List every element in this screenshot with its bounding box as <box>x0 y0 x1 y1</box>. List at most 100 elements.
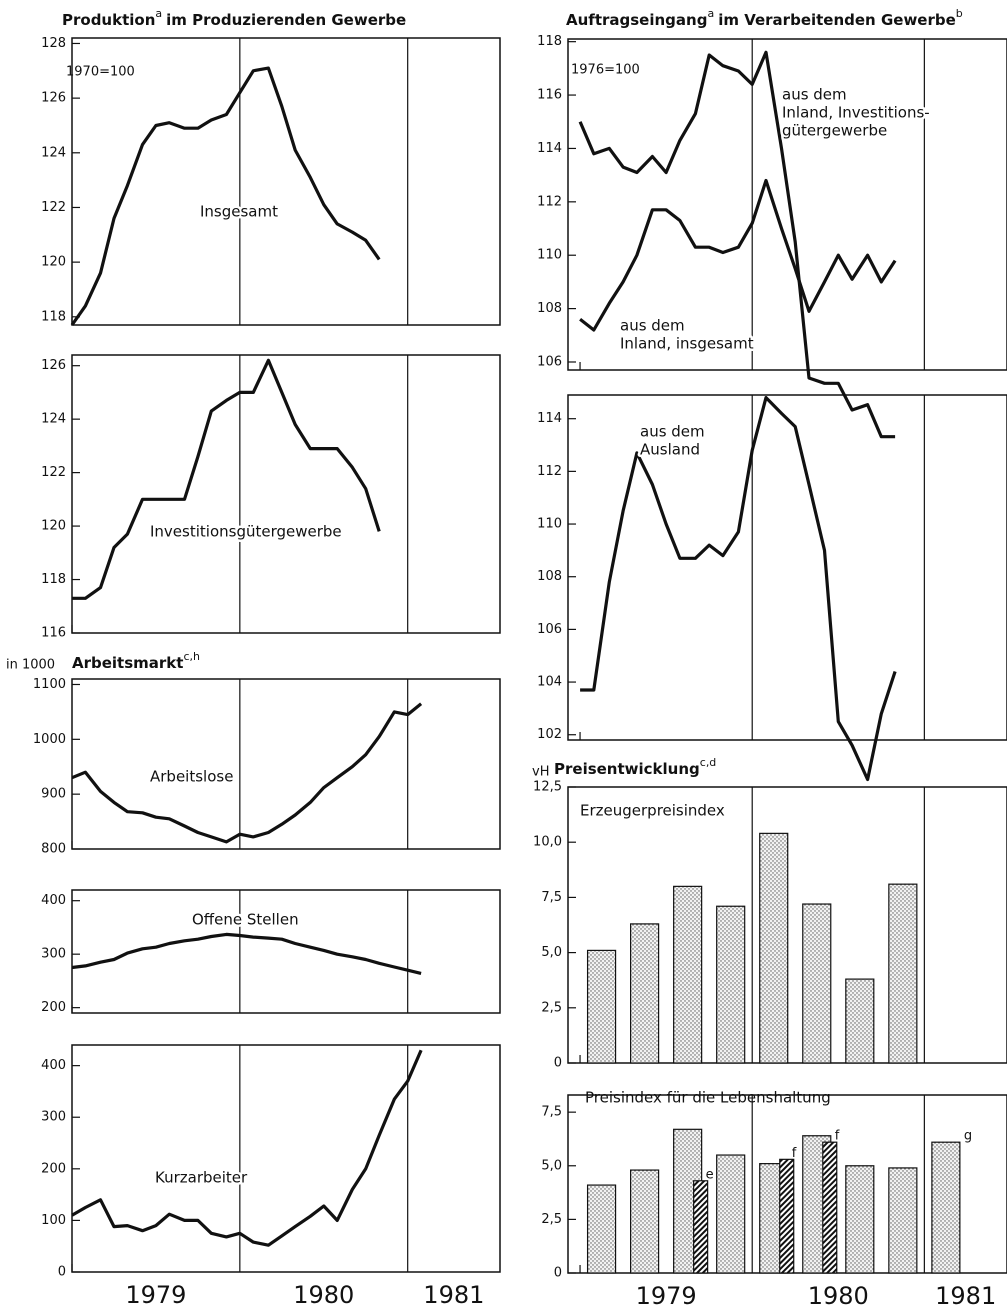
y-tick-label: 128 <box>41 36 66 51</box>
panel-frame <box>71 1044 501 1273</box>
chart-title: Arbeitsmarktc,h <box>72 650 200 672</box>
bar <box>586 1184 617 1274</box>
bar <box>716 905 746 1064</box>
data-line <box>71 702 423 844</box>
footnote-marker: e <box>706 1167 714 1182</box>
y-tick-label: 126 <box>41 358 66 373</box>
unit-label: in 1000 <box>6 658 55 673</box>
series-label: Inland, Investitions- <box>782 104 930 122</box>
bar <box>673 885 703 1064</box>
series-label: Investitionsgütergewerbe <box>150 523 342 541</box>
y-tick-label: 118 <box>41 572 66 587</box>
unit-label: 1976=100 <box>571 63 640 78</box>
panel-frame <box>567 394 1007 741</box>
y-tick-label: 800 <box>41 842 66 857</box>
y-tick-label: 120 <box>41 255 66 270</box>
bar <box>931 1141 961 1274</box>
title-superscript: c,h <box>183 650 200 663</box>
bar <box>759 832 789 1064</box>
y-tick-label: 116 <box>41 626 66 641</box>
panel-frame <box>71 678 501 850</box>
y-tick-label: 110 <box>537 248 562 263</box>
y-tick-label: 2,5 <box>541 1212 562 1227</box>
y-tick-label: 104 <box>537 675 562 690</box>
y-tick-label: 114 <box>537 411 562 426</box>
title-part: Auftragseingang <box>566 11 707 29</box>
bar <box>802 903 832 1064</box>
y-tick-label: 400 <box>41 1058 66 1073</box>
chart-title: Preisindex für die Lebenshaltung <box>585 1089 831 1107</box>
y-tick-label: 12,5 <box>533 780 562 795</box>
chart-title: Auftragseinganga im Verarbeitenden Gewerb… <box>566 7 963 29</box>
title-superscript: a <box>707 7 714 20</box>
data-line <box>578 50 896 439</box>
hatched-bar <box>822 1141 838 1274</box>
y-tick-label: 2,5 <box>541 1000 562 1015</box>
data-line <box>71 932 422 975</box>
y-tick-label: 126 <box>41 91 66 106</box>
y-tick-label: 122 <box>41 465 66 480</box>
data-line <box>580 396 897 782</box>
y-tick-label: 0 <box>554 1056 562 1071</box>
title-part: Arbeitsmarkt <box>72 654 183 672</box>
y-tick-label: 300 <box>41 947 66 962</box>
y-tick-label: 10,0 <box>533 835 562 850</box>
panel-frame <box>71 37 501 326</box>
footnote-marker: f <box>835 1129 840 1144</box>
y-tick-label: 300 <box>41 1110 66 1125</box>
x-tick-label: 1980 <box>808 1282 869 1310</box>
series-label: gütergewerbe <box>782 122 887 140</box>
title-part: Produktion <box>62 11 155 29</box>
footnote-marker: f <box>792 1146 797 1161</box>
hatched-bar <box>693 1180 709 1274</box>
bar <box>716 1154 746 1274</box>
y-tick-label: 118 <box>537 34 562 49</box>
y-tick-label: 100 <box>41 1213 66 1228</box>
data-line <box>70 66 381 326</box>
y-tick-label: 112 <box>537 464 562 479</box>
bar <box>630 923 660 1064</box>
data-line <box>579 178 897 332</box>
series-label: Offene Stellen <box>192 911 299 929</box>
y-tick-label: 106 <box>537 354 562 369</box>
series-label: aus dem <box>782 86 847 104</box>
data-line <box>72 358 381 600</box>
y-tick-label: 116 <box>537 88 562 103</box>
y-tick-label: 5,0 <box>541 1158 562 1173</box>
x-tick-label: 1980 <box>293 1281 354 1309</box>
footnote-marker: g <box>964 1129 972 1144</box>
y-tick-label: 114 <box>537 141 562 156</box>
y-tick-label: 108 <box>537 301 562 316</box>
y-tick-label: 200 <box>41 1161 66 1176</box>
chart-title: Preisentwicklungc,d <box>554 756 716 778</box>
subtitle: Erzeugerpreisindex <box>580 802 725 820</box>
y-tick-label: 118 <box>41 309 66 324</box>
y-tick-label: 124 <box>41 145 66 160</box>
x-tick-label: 1981 <box>423 1281 484 1309</box>
series-label: Inland, insgesamt <box>620 335 754 353</box>
series-label: Ausland <box>640 441 700 459</box>
panel-frame <box>71 889 501 1014</box>
title-part: im Verarbeitenden Gewerbe <box>718 11 956 29</box>
bar <box>888 1167 918 1274</box>
bar <box>845 978 875 1064</box>
title-superscript: a <box>155 7 162 20</box>
y-tick-label: 1000 <box>33 732 66 747</box>
y-tick-label: 400 <box>41 893 66 908</box>
x-tick-label: 1979 <box>125 1281 186 1309</box>
title-superscript: c,d <box>700 756 717 769</box>
panel-frame <box>71 354 501 634</box>
bar <box>888 883 918 1064</box>
y-tick-label: 112 <box>537 194 562 209</box>
series-label: Insgesamt <box>200 203 278 221</box>
y-tick-label: 120 <box>41 519 66 534</box>
x-tick-label: 1979 <box>636 1282 697 1310</box>
title-part: Preisentwicklung <box>554 760 700 778</box>
hatched-bar <box>779 1158 795 1274</box>
y-tick-label: 102 <box>537 727 562 742</box>
title-superscript: b <box>956 7 963 20</box>
y-tick-label: 122 <box>41 200 66 215</box>
series-label: Arbeitslose <box>150 768 233 786</box>
bar <box>586 949 617 1064</box>
